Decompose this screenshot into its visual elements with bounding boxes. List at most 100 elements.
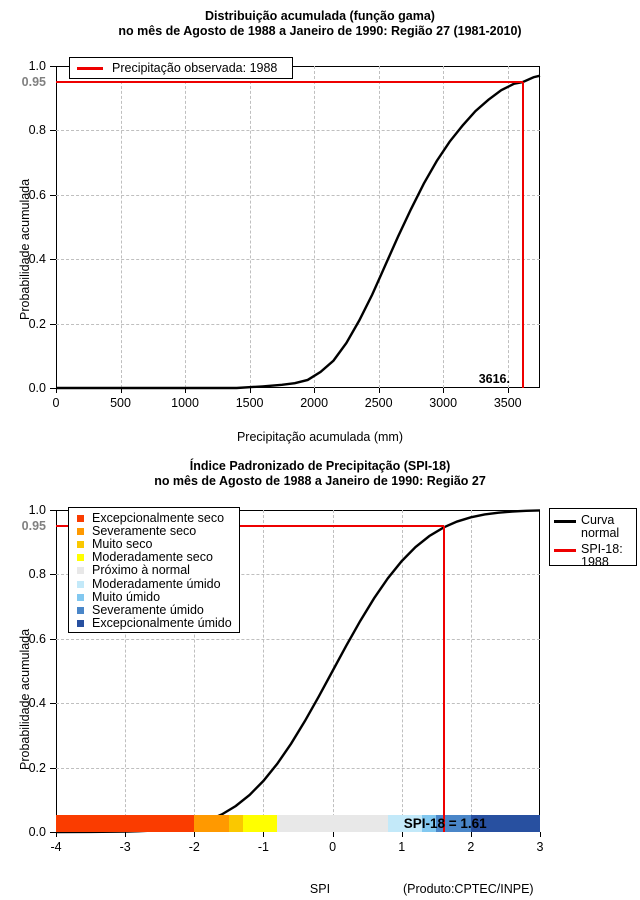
legend-item-label: Curva <box>581 513 615 527</box>
yaxis-tick <box>50 767 56 769</box>
legend-color-swatch <box>77 580 84 588</box>
legend-color-swatch <box>77 567 84 575</box>
yaxis-tick <box>50 703 56 705</box>
marker-horizontal-line <box>56 81 523 84</box>
yaxis-tick <box>50 638 56 640</box>
spi-xaxis-title: SPI <box>309 882 331 896</box>
legend-color-swatch <box>77 528 84 536</box>
xaxis-tick-label: 3500 <box>493 396 522 410</box>
xaxis-tick <box>314 388 316 393</box>
xaxis-tick <box>401 832 403 837</box>
gamma-chart-subtitle: no mês de Agosto de 1988 a Janeiro de 19… <box>118 24 522 38</box>
legend-item-label: Excepcionalmente úmido <box>92 615 232 630</box>
marker-vertical-line <box>442 526 445 832</box>
legend-item: Excepcionalmente úmido <box>69 615 239 630</box>
spi-chart-title: Índice Padronizado de Precipitação (SPI-… <box>189 459 451 473</box>
product-credit: (Produto:CPTEC/INPE) <box>403 882 534 896</box>
legend-item: Severamente úmido <box>69 602 239 617</box>
spi-series-legend: Curva normal SPI-18: 1988 <box>549 508 637 569</box>
colorbar-segment <box>277 815 388 832</box>
legend-color-swatch <box>77 606 84 614</box>
yaxis-tick-label: 0.8 <box>28 123 46 138</box>
xaxis-tick-label: 0 <box>329 840 337 854</box>
yaxis-tick-label: 0.2 <box>28 316 46 331</box>
yaxis-threshold-label: 0.95 <box>21 519 46 534</box>
yaxis-tick <box>50 194 56 196</box>
precipitation-value-annotation: 3616. <box>478 372 510 386</box>
spi-category-colorbar <box>56 815 540 832</box>
gamma-chart-panel: Distribuição acumulada (função gama) no … <box>18 9 541 444</box>
xaxis-tick <box>443 388 445 393</box>
legend-color-line <box>77 66 103 70</box>
legend-item-label: Próximo à normal <box>92 563 190 578</box>
marker-vertical-line <box>521 82 524 388</box>
legend-item-label: Precipitação observada: 1988 <box>112 60 278 75</box>
curve-layer <box>56 74 541 390</box>
yaxis-tick <box>50 259 56 261</box>
yaxis-tick-label: 0.4 <box>28 252 46 267</box>
xaxis-tick-label: 0 <box>52 396 60 410</box>
xaxis-tick <box>332 832 334 837</box>
xaxis-tick-label: -2 <box>188 840 200 854</box>
yaxis-tick <box>50 832 56 833</box>
legend-color-swatch <box>77 593 84 601</box>
legend-color-swatch <box>77 554 84 562</box>
yaxis-tick <box>50 510 56 511</box>
xaxis-tick-label: 1000 <box>171 396 199 410</box>
legend-item: Severamente seco <box>69 525 239 538</box>
gamma-chart-title: Distribuição acumulada (função gama) <box>205 9 435 23</box>
legend-item-label: Muito úmido <box>92 589 161 604</box>
legend-color-swatch <box>77 541 84 549</box>
legend-item-label: Severamente úmido <box>92 602 204 617</box>
legend-item-label: SPI-18: 1988 <box>581 542 623 569</box>
legend-item-label: Muito seco <box>92 537 153 552</box>
yaxis-tick-label: 1.0 <box>28 503 46 517</box>
xaxis-tick <box>470 832 472 837</box>
colorbar-segment <box>228 815 243 832</box>
legend-item-label: Moderadamente seco <box>92 550 213 565</box>
yaxis-tick <box>50 574 56 576</box>
yaxis-tick-label: 0.0 <box>28 825 46 839</box>
colorbar-segment <box>436 815 471 832</box>
xaxis-tick <box>56 388 57 393</box>
yaxis-tick-label: 1.0 <box>28 59 46 73</box>
colorbar-segment <box>194 815 229 832</box>
colorbar-segment <box>56 815 195 832</box>
xaxis-tick <box>56 832 57 837</box>
colorbar-segment <box>422 815 437 832</box>
legend-item: Excepcionalmente seco <box>69 512 239 525</box>
yaxis-tick-label: 0.6 <box>28 631 46 646</box>
legend-color-swatch <box>77 515 84 523</box>
xaxis-tick-label: 2 <box>467 840 475 854</box>
spi-value-annotation: SPI-18 = 1.61 <box>403 816 487 831</box>
yaxis-tick <box>50 323 56 325</box>
xaxis-tick <box>185 388 187 393</box>
legend-label-wrap: SPI-18: 1988 <box>581 543 636 569</box>
colorbar-segment <box>387 815 423 832</box>
legend-color-line <box>554 549 576 552</box>
gamma-plot-area <box>56 66 540 388</box>
xaxis-tick <box>125 832 127 837</box>
legend-label-wrap: Curva normal <box>581 514 619 540</box>
xaxis-tick <box>540 832 541 837</box>
xaxis-tick-label: -4 <box>50 840 62 854</box>
xaxis-tick <box>194 832 196 837</box>
spi-category-legend: Excepcionalmente seco Severamente seco Mui… <box>68 507 240 633</box>
xaxis-tick <box>120 388 122 393</box>
legend-item: Moderadamente úmido <box>69 577 239 590</box>
observed-precipitation-legend: Precipitação observada: 1988 <box>69 57 293 79</box>
xaxis-tick <box>263 832 265 837</box>
legend-item-label-line2: normal <box>581 526 620 540</box>
marker-horizontal-line <box>56 525 444 528</box>
xaxis-tick-label: 3 <box>536 840 544 854</box>
yaxis-tick-label: 0.8 <box>28 567 46 582</box>
data-series-line <box>56 74 541 390</box>
yaxis-tick-label: 0.0 <box>28 381 46 395</box>
legend-color-line <box>554 520 576 523</box>
yaxis-tick <box>50 130 56 132</box>
legend-item-label: Excepcionalmente seco <box>92 511 225 526</box>
xaxis-tick-label: 2500 <box>364 396 393 410</box>
yaxis-tick-label: 0.4 <box>28 696 46 711</box>
xaxis-tick-label: 500 <box>110 396 131 410</box>
legend-item: Curva normal <box>550 514 636 540</box>
